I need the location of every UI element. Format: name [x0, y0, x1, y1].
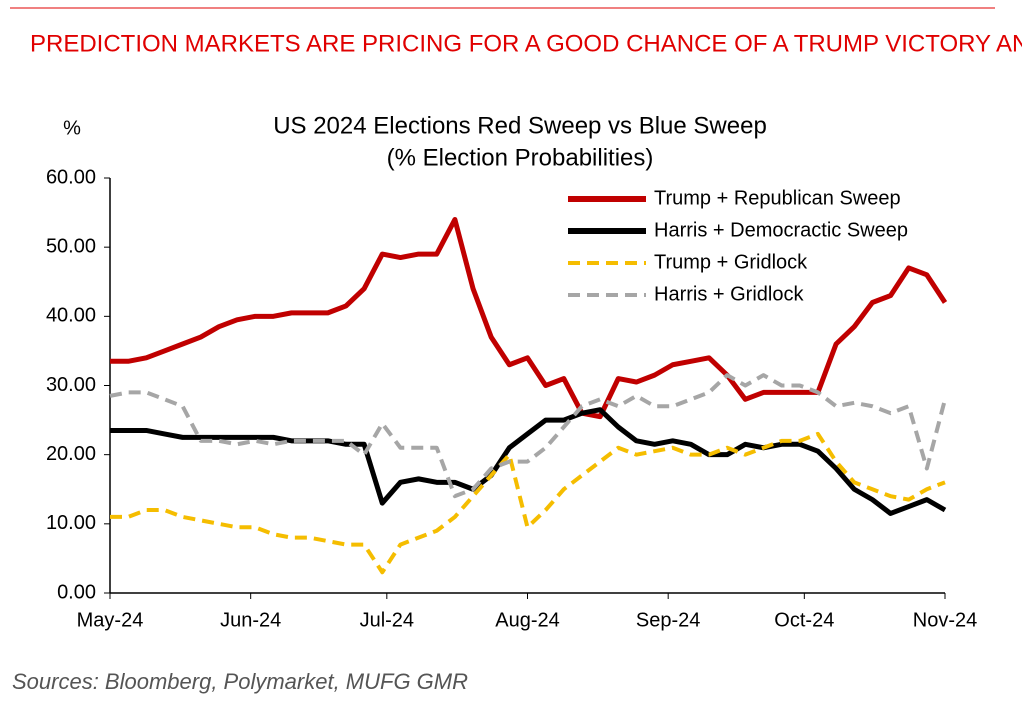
y-tick-label: 0.00	[57, 581, 96, 603]
x-tick-label: Sep-24	[636, 609, 701, 631]
y-tick-label: 20.00	[46, 443, 96, 465]
chart-title: US 2024 Elections Red Sweep vs Blue Swee…	[273, 112, 767, 139]
series-line	[110, 217, 948, 420]
series-line	[110, 431, 946, 575]
y-tick-label: 60.00	[46, 166, 96, 188]
chart-subtitle: (% Election Probabilities)	[387, 144, 654, 171]
y-tick-label: 40.00	[46, 305, 96, 327]
x-tick-label: Aug-24	[495, 609, 560, 631]
x-tick-label: Jun-24	[220, 609, 281, 631]
legend-label: Trump + Republican Sweep	[654, 187, 901, 209]
legend-label: Trump + Gridlock	[654, 251, 808, 273]
x-tick-label: Oct-24	[774, 609, 834, 631]
headline: PREDICTION MARKETS ARE PRICING FOR A GOO…	[30, 30, 1022, 57]
x-tick-label: Jul-24	[360, 609, 414, 631]
y-tick-label: 50.00	[46, 235, 96, 257]
legend-label: Harris + Gridlock	[654, 283, 804, 305]
series-line	[109, 373, 947, 499]
source-note: Sources: Bloomberg, Polymarket, MUFG GMR	[12, 669, 468, 694]
y-tick-label: 10.00	[46, 512, 96, 534]
x-tick-label: Nov-24	[913, 609, 977, 631]
legend-label: Harris + Democractic Sweep	[654, 219, 908, 241]
y-tick-label: 30.00	[46, 374, 96, 396]
series-line	[110, 407, 947, 516]
y-axis-label: %	[63, 117, 81, 139]
x-tick-label: May-24	[77, 609, 144, 631]
